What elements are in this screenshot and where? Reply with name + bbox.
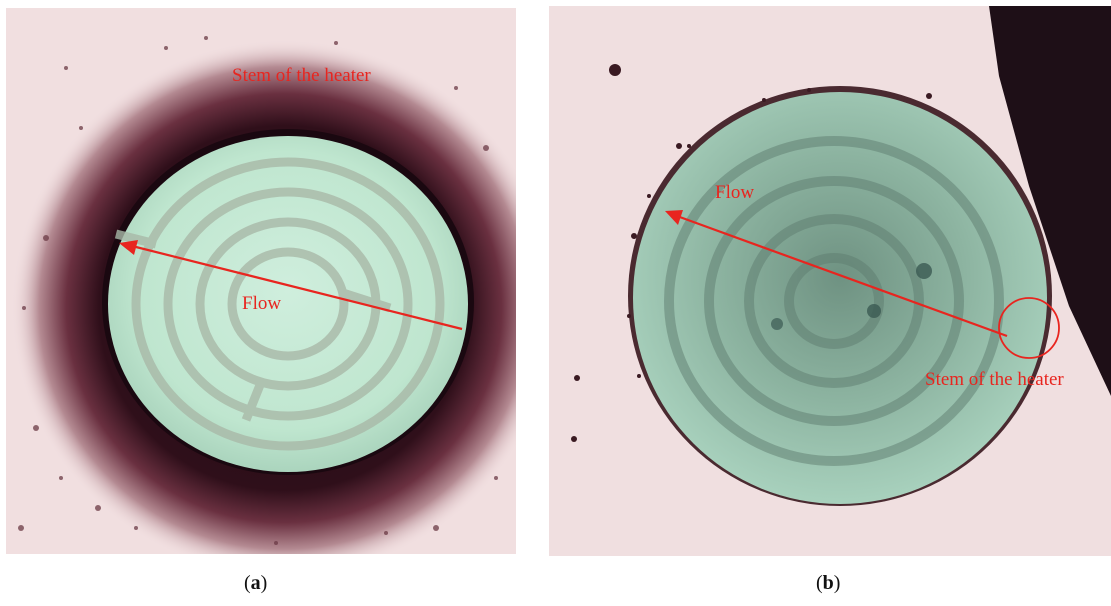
stem-highlight-circle xyxy=(998,297,1060,359)
micrograph-panel-b: Flow Stem of the heater xyxy=(549,6,1111,556)
micrograph-panel-a: Stem of the heater Flow xyxy=(6,8,516,554)
caption-a-letter: a xyxy=(250,572,261,594)
flow-label-b: Flow xyxy=(715,182,755,203)
dark-corner xyxy=(989,6,1111,396)
flow-arrow-b xyxy=(665,210,1060,359)
flow-label-a: Flow xyxy=(242,293,282,314)
caption-b: (b) xyxy=(816,572,841,594)
rim-speckles xyxy=(627,88,932,378)
heater-disc-b xyxy=(633,92,1047,504)
caption-a: (a) xyxy=(244,572,268,594)
heater-spiral xyxy=(114,157,445,451)
heater-disc xyxy=(108,136,468,472)
caption-b-letter: b xyxy=(822,572,834,594)
micrograph-b-image xyxy=(549,6,1111,556)
speckles xyxy=(18,36,498,545)
flow-arrow-a xyxy=(119,240,463,331)
heater-spiral-b xyxy=(664,136,1004,466)
arrowhead-icon xyxy=(119,240,138,255)
stem-label-a: Stem of the heater xyxy=(232,65,371,86)
arrowhead-icon xyxy=(665,210,683,225)
stem-label-b: Stem of the heater xyxy=(925,369,1064,390)
micrograph-a-image xyxy=(6,8,516,554)
